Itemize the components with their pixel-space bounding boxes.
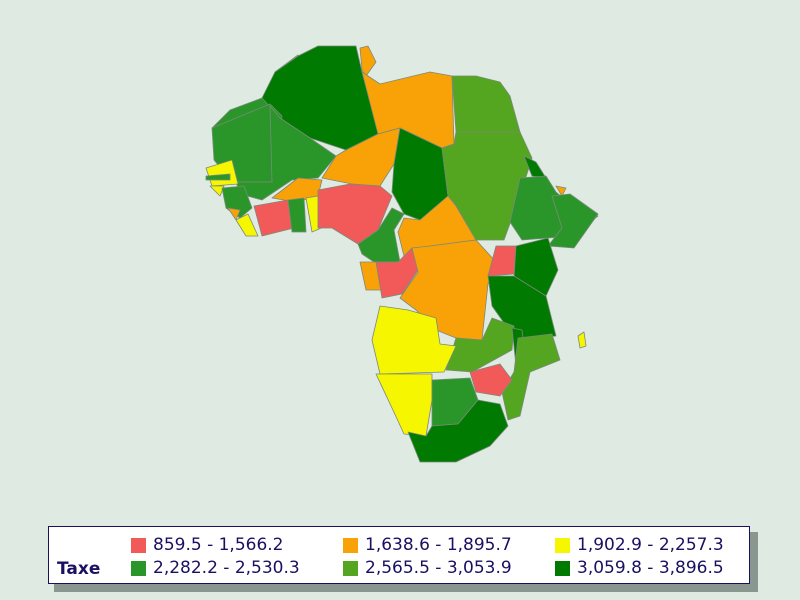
legend-swatch (343, 537, 358, 553)
legend-item-class-2: 1,638.6 - 1,895.7 (343, 535, 512, 555)
region-kenya[interactable] (513, 237, 559, 297)
legend-swatch (343, 560, 358, 576)
region-cote-divoire[interactable] (253, 199, 295, 237)
legend-title: Taxe (57, 559, 101, 579)
region-uganda[interactable] (487, 245, 517, 277)
region-zimbabwe[interactable] (469, 363, 513, 397)
region-namibia[interactable] (375, 373, 433, 437)
region-egypt[interactable] (451, 75, 521, 133)
legend-item-class-5: 2,565.5 - 3,053.9 (343, 558, 512, 578)
legend-item-class-6: 3,059.8 - 3,896.5 (555, 558, 724, 578)
legend-label: 3,059.8 - 3,896.5 (577, 558, 724, 578)
region-somalia[interactable] (547, 193, 599, 249)
legend-swatch (555, 560, 570, 576)
region-tunisia[interactable] (359, 45, 377, 77)
legend: Taxe 859.5 - 1,566.2 1,638.6 - 1,895.7 1… (48, 526, 750, 584)
legend-label: 2,565.5 - 3,053.9 (365, 558, 512, 578)
region-liberia[interactable] (235, 213, 259, 237)
legend-label: 1,638.6 - 1,895.7 (365, 535, 512, 555)
region-gambia[interactable] (205, 173, 231, 181)
region-sierra-leone[interactable] (227, 207, 241, 221)
legend-swatch (131, 560, 146, 576)
region-cameroon[interactable] (357, 207, 405, 263)
legend-label: 859.5 - 1,566.2 (153, 535, 284, 555)
region-djibouti[interactable] (555, 185, 567, 197)
region-senegal[interactable] (205, 159, 239, 187)
region-madagascar[interactable] (577, 331, 587, 349)
legend-label: 1,902.9 - 2,257.3 (577, 535, 724, 555)
legend-item-class-3: 1,902.9 - 2,257.3 (555, 535, 724, 555)
region-ghana[interactable] (287, 197, 307, 233)
region-south-africa[interactable] (407, 399, 509, 463)
legend-item-class-1: 859.5 - 1,566.2 (131, 535, 284, 555)
legend-swatch (555, 537, 570, 553)
region-mali[interactable] (235, 105, 337, 201)
region-angola[interactable] (371, 305, 457, 375)
legend-swatch (131, 537, 146, 553)
legend-item-class-4: 2,282.2 - 2,530.3 (131, 558, 300, 578)
region-guinea-bissau[interactable] (209, 185, 225, 197)
legend-label: 2,282.2 - 2,530.3 (153, 558, 300, 578)
